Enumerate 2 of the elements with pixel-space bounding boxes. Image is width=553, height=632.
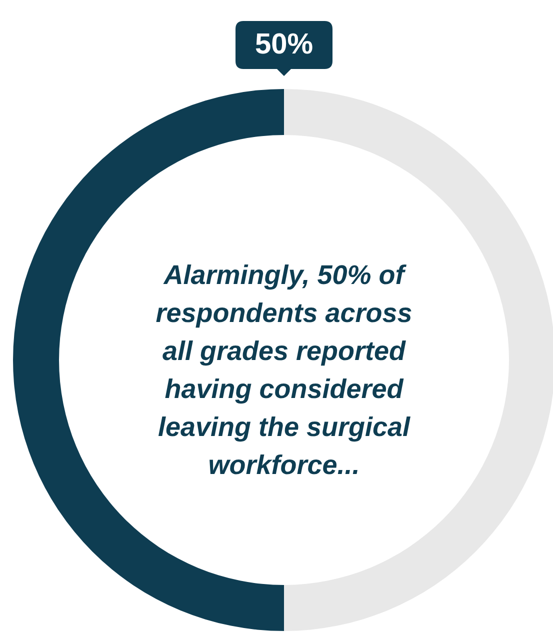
data-label: 50% <box>254 28 314 61</box>
text: Alarmingly, 50% of respondents across all grades reported having considered leaving the surgical workforce... <box>156 260 412 480</box>
